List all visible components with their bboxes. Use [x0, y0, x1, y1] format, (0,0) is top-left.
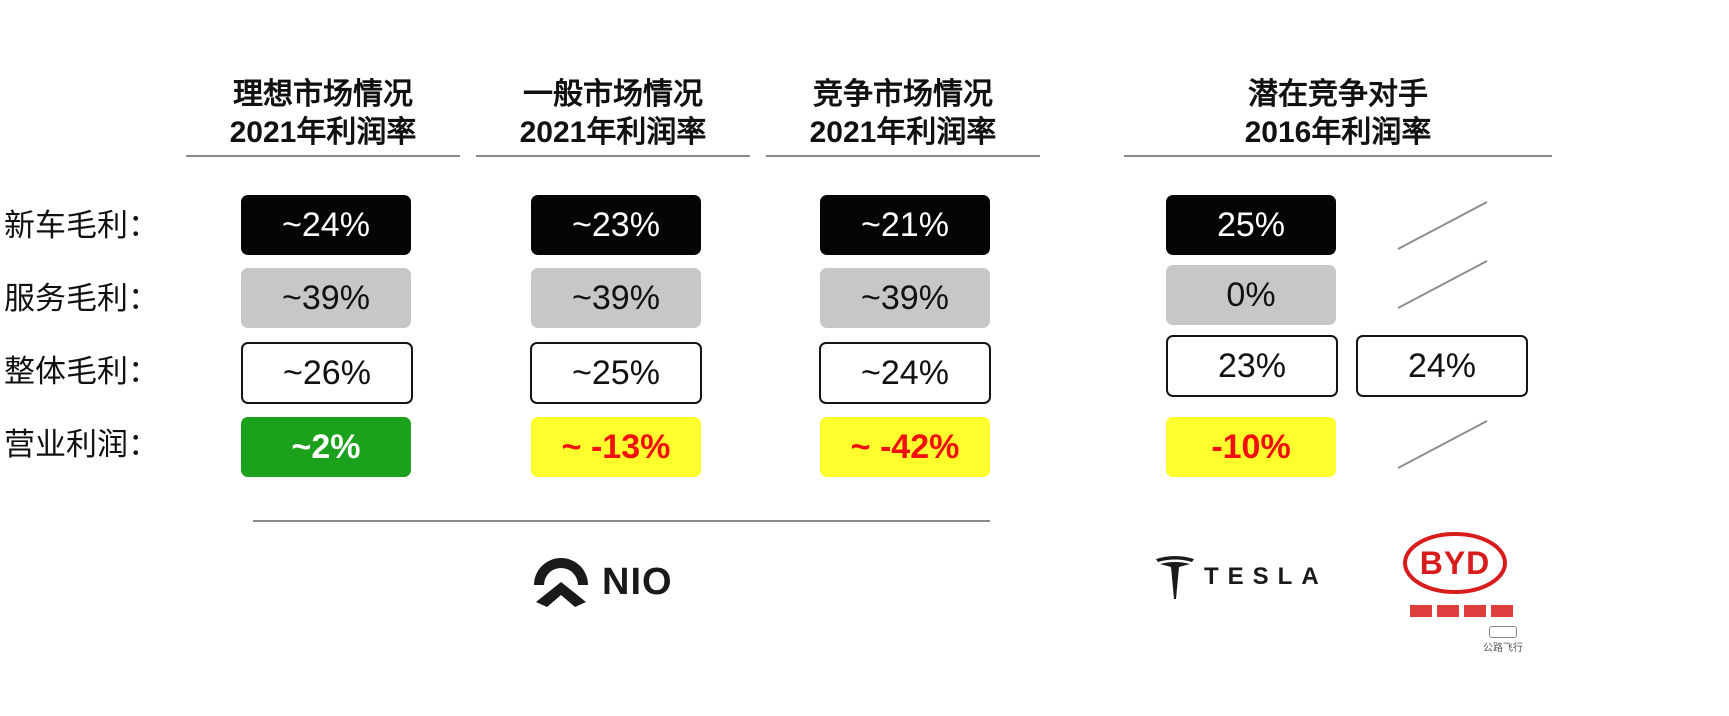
watermark-icon: [1489, 626, 1517, 638]
cell-service-tesla: 0%: [1166, 265, 1336, 325]
row-label-service-margin: 服务毛利：: [4, 281, 159, 316]
tesla-t-icon: [1156, 556, 1194, 599]
byd-oval-icon: [1403, 532, 1507, 594]
cell-overall-tesla: 23%: [1166, 335, 1338, 397]
byd-red-wordmark: [1410, 604, 1514, 618]
cell-new-car-ideal: ~24%: [241, 195, 411, 255]
watermark-text: 公路飞行: [1483, 643, 1523, 654]
header-normal-line2: 2021年利润率: [519, 116, 707, 149]
header-underline-ideal: [186, 155, 460, 157]
cell-service-competitive: ~39%: [820, 268, 990, 328]
cell-operating-normal: ~ -13%: [531, 417, 701, 477]
column-header-ideal: 理想市场情况 2021年利润率: [186, 76, 460, 152]
row-label-overall-margin: 整体毛利：: [4, 354, 159, 389]
cell-new-car-normal: ~23%: [531, 195, 701, 255]
header-underline-normal: [476, 155, 750, 157]
header-competitive-line2: 2021年利润率: [809, 116, 997, 149]
cell-operating-competitive: ~ -42%: [820, 417, 990, 477]
cell-new-car-competitive: ~21%: [820, 195, 990, 255]
watermark: 公路飞行: [1478, 626, 1528, 654]
header-normal-line1: 一般市场情况: [523, 78, 703, 111]
cell-service-normal: ~39%: [531, 268, 701, 328]
byd-logo-text: BYD: [1419, 545, 1491, 581]
cell-overall-normal: ~25%: [530, 342, 702, 404]
tesla-logo: TESLA: [1150, 555, 1360, 605]
tesla-logo-text: TESLA: [1204, 563, 1328, 590]
column-header-normal: 一般市场情况 2021年利润率: [476, 76, 750, 152]
column-header-competitive: 竞争市场情况 2021年利润率: [766, 76, 1040, 152]
header-ideal-line1: 理想市场情况: [233, 78, 413, 111]
cell-operating-tesla: -10%: [1166, 417, 1336, 477]
na-slash-new-car-byd: [1397, 201, 1488, 250]
header-ideal-line2: 2021年利润率: [229, 116, 417, 149]
na-slash-operating-byd: [1397, 420, 1488, 469]
na-slash-service-byd: [1397, 260, 1488, 309]
cell-operating-ideal: ~2%: [241, 417, 411, 477]
column-header-rivals: 潜在竞争对手 2016年利润率: [1124, 76, 1552, 152]
cell-new-car-tesla: 25%: [1166, 195, 1336, 255]
header-rivals-line2: 2016年利润率: [1244, 116, 1432, 149]
header-rivals-line1: 潜在竞争对手: [1248, 78, 1428, 111]
cell-overall-byd: 24%: [1356, 335, 1528, 397]
header-competitive-line1: 竞争市场情况: [813, 78, 993, 111]
byd-logo: BYD: [1400, 530, 1518, 596]
row-label-operating-profit: 营业利润：: [4, 427, 159, 462]
cell-service-ideal: ~39%: [241, 268, 411, 328]
nio-scenarios-divider: [253, 520, 990, 522]
nio-logo: NIO: [530, 555, 690, 611]
cell-overall-ideal: ~26%: [241, 342, 413, 404]
header-underline-rivals: [1124, 155, 1552, 157]
row-label-new-car-margin: 新车毛利：: [4, 208, 159, 243]
cell-overall-competitive: ~24%: [819, 342, 991, 404]
nio-logo-icon: [534, 558, 588, 607]
nio-logo-text: NIO: [602, 561, 673, 603]
header-underline-competitive: [766, 155, 1040, 157]
